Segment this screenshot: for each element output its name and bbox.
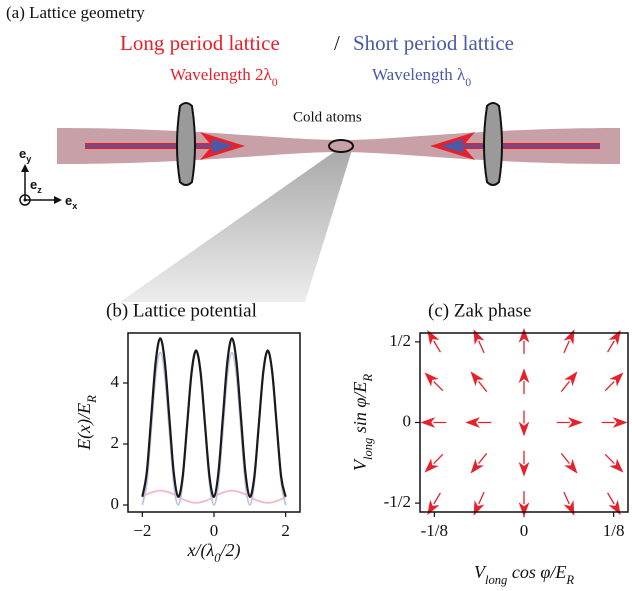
plot-frame xyxy=(127,332,301,513)
subscript: x xyxy=(72,201,77,211)
arrow xyxy=(607,329,621,353)
arrow xyxy=(560,453,578,474)
text-part: e xyxy=(65,193,72,208)
arrow xyxy=(607,492,621,516)
arrow xyxy=(518,410,530,437)
arrow xyxy=(518,327,530,354)
subscript: y xyxy=(26,154,32,164)
x-tick-label: 2 xyxy=(281,521,290,540)
ez-label: ez xyxy=(30,177,42,195)
arrow xyxy=(563,329,575,354)
text-part: /2) xyxy=(220,540,241,561)
arrow xyxy=(601,417,628,428)
atoms-label: Cold atoms xyxy=(293,109,362,125)
y-axis-label: E(x)/ER xyxy=(74,395,99,451)
subscript: z xyxy=(37,185,42,195)
lens-left xyxy=(176,102,196,186)
beam xyxy=(57,128,620,164)
arrow xyxy=(424,453,444,473)
subscript: R xyxy=(85,395,99,404)
axis-ex-head xyxy=(54,196,62,204)
atom-cloud xyxy=(328,139,354,153)
line-series xyxy=(141,351,287,506)
long-label: Long period lattice xyxy=(120,31,280,55)
text-part: sin φ/E xyxy=(350,382,370,438)
arrow xyxy=(473,491,485,516)
ey-label: ey xyxy=(19,146,32,164)
x-tick-label: −2 xyxy=(133,521,151,540)
lens-right xyxy=(483,102,503,186)
arrowhead-left-blue xyxy=(212,139,234,153)
text-part: x/(λ xyxy=(186,540,214,561)
y-tick-label: 2 xyxy=(111,433,120,452)
axis-ey-head xyxy=(21,164,29,172)
arrow xyxy=(560,371,578,392)
y-tick-label: 4 xyxy=(111,372,120,391)
arrow xyxy=(427,329,441,353)
x-tick-label: -1/8 xyxy=(421,521,448,540)
subscript: R xyxy=(361,374,375,383)
subscript: 0 xyxy=(465,75,471,89)
panel-title: (c) Zak phase xyxy=(428,300,531,321)
x-tick-label: 0 xyxy=(520,521,529,540)
short-wavelength: Wavelength λ0 xyxy=(372,65,471,89)
y-tick-label: 0 xyxy=(111,494,120,513)
subscript: long xyxy=(361,438,375,460)
line-series xyxy=(141,337,287,498)
text-part: Wavelength 2λ xyxy=(170,65,273,84)
separator: / xyxy=(334,31,340,55)
subscript: R xyxy=(565,573,574,587)
y-tick-label: 1/2 xyxy=(389,331,411,350)
arrow xyxy=(518,491,530,518)
zoom-cone xyxy=(120,150,352,302)
arrow xyxy=(427,492,441,516)
arrow xyxy=(604,372,624,392)
x-tick-label: 0 xyxy=(210,521,219,540)
text-part: e xyxy=(30,177,37,192)
arrow xyxy=(563,491,575,516)
arrow xyxy=(465,417,492,428)
arrow xyxy=(470,371,488,392)
plot-frame xyxy=(419,332,629,513)
text-part: Wavelength λ xyxy=(372,65,466,84)
panel-a-title: (a) Lattice geometry xyxy=(6,3,145,22)
y-tick-label: -1/2 xyxy=(384,492,411,511)
axis-ez xyxy=(19,194,31,206)
y-tick-label: 0 xyxy=(403,411,412,430)
arrow xyxy=(518,450,530,477)
arrow xyxy=(424,372,444,392)
arrow xyxy=(420,417,447,428)
arrow xyxy=(604,453,624,473)
text-part: E(x)/E xyxy=(74,403,95,451)
subscript: long xyxy=(485,573,507,587)
short-label: Short period lattice xyxy=(353,31,514,55)
subscript: 0 xyxy=(214,551,221,565)
arrow xyxy=(518,368,530,395)
text-part: e xyxy=(19,146,26,161)
text-part: V xyxy=(350,458,370,471)
arrow xyxy=(556,417,583,428)
text-part: cos φ/E xyxy=(507,562,566,582)
panel-title: (b) Lattice potential xyxy=(106,300,257,321)
text-part: V xyxy=(474,562,487,582)
long-wavelength: Wavelength 2λ0 xyxy=(170,65,278,89)
arrow xyxy=(470,453,488,474)
axis-ez-dot xyxy=(23,198,27,202)
y-axis-label: Vlong sin φ/ER xyxy=(350,374,375,471)
arrow xyxy=(473,329,485,354)
x-axis-label: Vlong cos φ/ER xyxy=(474,562,574,587)
subscript: 0 xyxy=(272,75,278,89)
ex-label: ex xyxy=(65,193,77,211)
x-axis-label: x/(λ0/2) xyxy=(186,540,240,565)
arrowhead-right-blue xyxy=(441,139,463,153)
x-tick-label: 1/8 xyxy=(603,521,625,540)
